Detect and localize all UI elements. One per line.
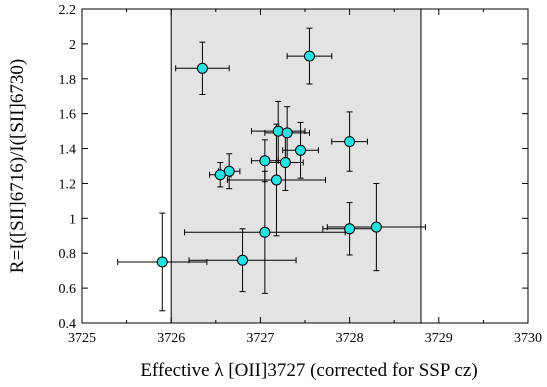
data-point <box>303 50 315 62</box>
data-point <box>281 127 293 139</box>
data-point <box>196 62 208 74</box>
x-tick-label: 3729 <box>425 331 453 346</box>
y-tick-label: 0.4 <box>59 317 77 332</box>
data-point <box>237 254 249 266</box>
y-tick-labels: 0.4 0.6 0.8 1 1.2 1.4 1.6 1.8 2 2.2 <box>59 3 77 332</box>
data-point <box>214 169 226 181</box>
data-point <box>156 256 168 268</box>
y-tick-label: 1.6 <box>59 108 77 123</box>
data-point <box>295 144 307 156</box>
y-tick-label: 2.2 <box>59 3 77 18</box>
data-point <box>259 155 271 167</box>
y-tick-label: 0.8 <box>59 247 77 262</box>
data-point <box>259 226 271 238</box>
x-tick-label: 3725 <box>68 331 96 346</box>
x-tick-label: 3728 <box>336 331 364 346</box>
x-tick-label: 3730 <box>514 331 542 346</box>
data-points <box>156 50 382 268</box>
plot-frame <box>81 8 529 324</box>
data-point <box>270 174 282 186</box>
y-tick-label: 1.8 <box>59 73 77 88</box>
data-point <box>272 125 284 137</box>
x-tick-label: 3726 <box>157 331 185 346</box>
data-point <box>370 221 382 233</box>
y-axis-label: R=I([SII]6716)/I([SII]6730) <box>7 59 28 273</box>
data-point <box>279 157 291 169</box>
y-tick-label: 1.4 <box>59 143 77 158</box>
x-tick-label: 3727 <box>246 331 274 346</box>
x-axis-label: Effective λ [OII]3727 (corrected for SSP… <box>140 360 477 381</box>
y-tick-label: 0.6 <box>59 282 77 297</box>
y-tick-label: 1.2 <box>59 177 77 192</box>
data-point <box>344 136 356 148</box>
y-tick-label: 1 <box>69 212 76 227</box>
data-point <box>344 223 356 235</box>
y-tick-label: 2 <box>69 38 76 53</box>
x-tick-labels: 3725 3726 3727 3728 3729 3730 <box>68 331 542 346</box>
